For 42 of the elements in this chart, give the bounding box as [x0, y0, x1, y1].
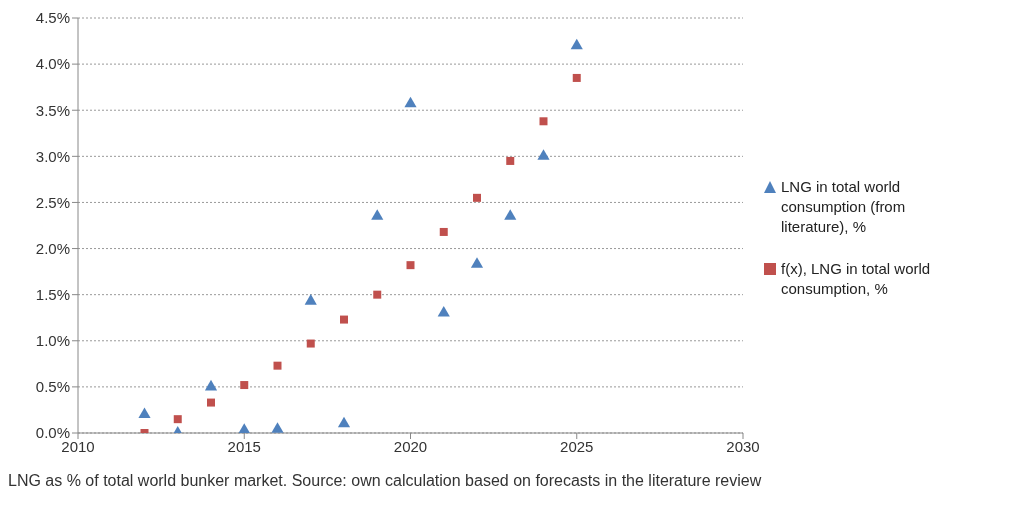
point	[238, 423, 251, 433]
legend-label: LNG in total world consumption (from literature), %	[781, 177, 907, 237]
y-tick-label: 2.0%	[35, 239, 70, 257]
y-tick-label: 1.5%	[35, 285, 70, 303]
point	[506, 156, 515, 165]
point	[572, 73, 581, 82]
point	[570, 38, 583, 50]
y-tick-label: 4.5%	[35, 9, 70, 27]
point	[304, 294, 317, 305]
point	[173, 415, 182, 424]
x-tick-label: 2020	[393, 437, 428, 455]
y-tick-label: 3.0%	[35, 147, 70, 165]
point	[473, 193, 481, 202]
point	[271, 422, 284, 433]
legend-label: f(x), LNG in total world consumption, %	[781, 259, 932, 299]
point	[306, 339, 315, 348]
y-tick-label: 1.0%	[35, 332, 70, 350]
point	[406, 261, 415, 270]
point	[404, 96, 417, 108]
point	[138, 407, 151, 419]
point	[207, 398, 215, 407]
point	[439, 227, 448, 236]
point	[337, 416, 351, 428]
text: LNG as % of total world bunker market. Source: own calculation based on forecasts in the literature review	[8, 472, 763, 490]
point	[340, 315, 348, 324]
y-tick-label: 0.5%	[35, 378, 70, 396]
point	[437, 306, 450, 317]
y-tick-label: 3.5%	[35, 101, 70, 119]
point	[504, 209, 517, 220]
y-tick-label: 4.0%	[35, 55, 70, 73]
point	[371, 209, 384, 220]
point	[273, 361, 282, 370]
x-tick-label: 2030	[726, 437, 760, 455]
point	[537, 149, 550, 160]
y-tick-label: 2.5%	[35, 193, 70, 211]
point	[204, 379, 218, 391]
point	[470, 257, 484, 268]
x-tick-label: 2015	[227, 437, 261, 455]
point	[240, 381, 249, 390]
point	[373, 290, 382, 299]
x-tick-label: 2025	[560, 437, 594, 455]
point	[539, 117, 548, 126]
